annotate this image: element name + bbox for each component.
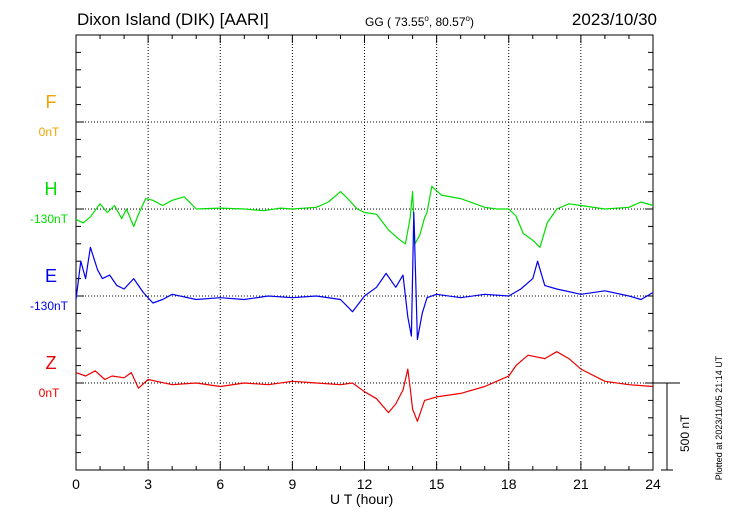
channel-label-h: H <box>44 179 58 199</box>
x-tick-label: 12 <box>356 476 373 492</box>
x-tick-label: 0 <box>72 476 80 492</box>
coords-close: ) <box>469 15 474 29</box>
series-line-e <box>75 211 654 341</box>
channel-baseline-z: 0nT <box>38 386 60 400</box>
coords-longitude: , 80.57 <box>428 15 466 29</box>
degree-mark-lat: o <box>424 14 429 23</box>
record-date: 2023/10/30 <box>571 10 657 29</box>
x-tick-label: 18 <box>500 476 517 492</box>
series-line-h <box>75 185 654 248</box>
x-tick-label: 6 <box>216 476 225 492</box>
plot-timestamp: Plotted at 2023/11/05 21:14 UT <box>714 355 724 481</box>
scale-bar-label: 500 nT <box>678 414 692 452</box>
x-tick-label: 15 <box>428 476 445 492</box>
coords-latitude: GG ( 73.55 <box>365 15 425 29</box>
geographic-coordinates: GG ( 73.55o, 80.57o) <box>365 14 474 29</box>
station-title: Dixon Island (DIK) [AARI] <box>77 10 269 29</box>
x-tick-label: 3 <box>144 476 153 492</box>
channel-label-z: Z <box>45 353 57 373</box>
channel-label-f: F <box>45 92 57 112</box>
x-axis-label: U T (hour) <box>330 491 394 507</box>
channel-baseline-h: -130nT <box>29 212 69 226</box>
series-line-z <box>75 351 654 422</box>
degree-mark-lon: o <box>465 14 470 23</box>
x-tick-label: 24 <box>645 476 661 492</box>
channel-baseline-f: 0nT <box>38 125 60 139</box>
x-tick-label: 9 <box>288 476 297 492</box>
channel-label-e: E <box>44 266 57 286</box>
channel-baseline-e: -130nT <box>29 299 69 313</box>
x-tick-label: 21 <box>573 476 589 492</box>
